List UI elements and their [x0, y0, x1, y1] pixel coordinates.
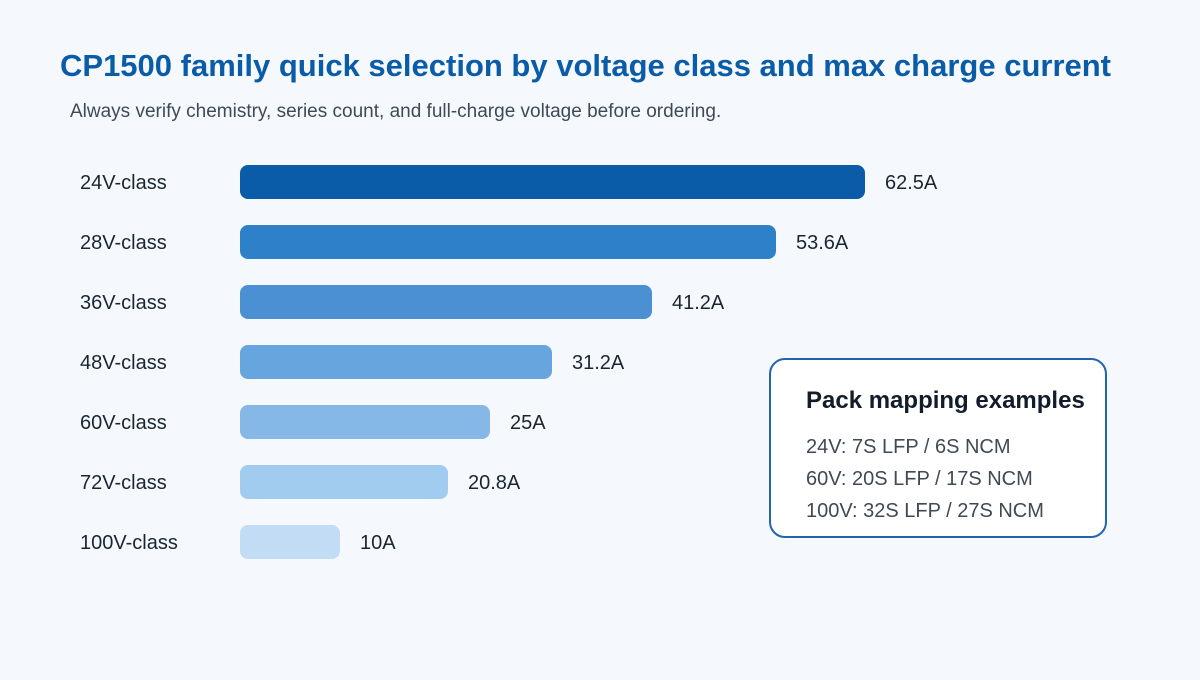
- value-label: 62.5A: [885, 172, 938, 194]
- value-label: 25A: [510, 412, 546, 434]
- category-label: 48V-class: [80, 352, 167, 374]
- pack-mapping-title: Pack mapping examples: [806, 387, 1085, 414]
- value-label: 10A: [360, 532, 396, 554]
- pack-mapping-box: Pack mapping examples 24V: 7S LFP / 6S N…: [769, 358, 1107, 538]
- value-label: 53.6A: [796, 232, 849, 254]
- chart-subtitle: Always verify chemistry, series count, a…: [70, 101, 722, 122]
- pack-mapping-line: 24V: 7S LFP / 6S NCM: [806, 436, 1011, 458]
- pack-mapping-lines: 24V: 7S LFP / 6S NCM 60V: 20S LFP / 17S …: [806, 431, 1044, 527]
- category-label: 28V-class: [80, 232, 167, 254]
- bar: [240, 225, 776, 259]
- chart-title: CP1500 family quick selection by voltage…: [60, 48, 1112, 83]
- value-label: 31.2A: [572, 352, 625, 374]
- value-label: 41.2A: [672, 292, 725, 314]
- category-label: 60V-class: [80, 412, 167, 434]
- pack-mapping-line: 60V: 20S LFP / 17S NCM: [806, 468, 1033, 490]
- bar: [240, 465, 448, 499]
- category-label: 72V-class: [80, 472, 167, 494]
- bar: [240, 165, 865, 199]
- value-label: 20.8A: [468, 472, 521, 494]
- category-label: 100V-class: [80, 532, 178, 554]
- category-label: 24V-class: [80, 172, 167, 194]
- bar: [240, 405, 490, 439]
- bar: [240, 345, 552, 379]
- bar: [240, 285, 652, 319]
- category-label: 36V-class: [80, 292, 167, 314]
- bar: [240, 525, 340, 559]
- pack-mapping-line: 100V: 32S LFP / 27S NCM: [806, 500, 1044, 522]
